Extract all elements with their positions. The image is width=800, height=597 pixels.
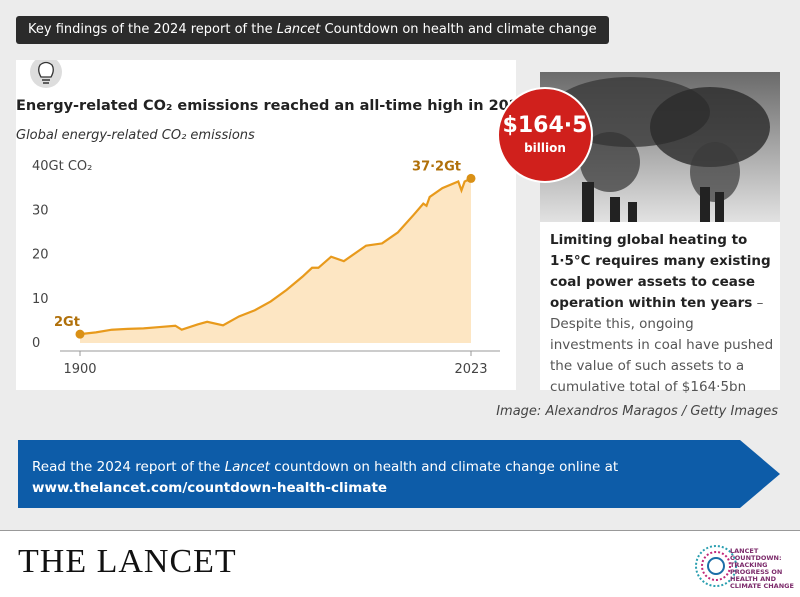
panel-body: – Despite this, ongoing investments in c… xyxy=(550,295,774,395)
logo-text: LANCET COUNTDOWN: TRACKING PROGRESS ON HE… xyxy=(730,548,796,590)
header: Key findings of the 2024 report of the L… xyxy=(16,16,609,44)
panel-text: Limiting global heating to 1·5°C require… xyxy=(550,230,776,398)
header-text: Countdown on health and climate change xyxy=(320,22,597,37)
banner-url[interactable]: www.thelancet.com/countdown-health-clima… xyxy=(32,480,388,496)
header-text: Key findings of the 2024 report of the xyxy=(28,22,277,37)
banner-text: countdown on health and climate change o… xyxy=(269,459,619,475)
banner-text: Read the 2024 report of the xyxy=(32,459,225,475)
brand: THE LANCET xyxy=(18,543,237,580)
badge-unit: billion xyxy=(524,141,566,155)
x-tick-label: 2023 xyxy=(454,362,487,377)
chart-subtitle: Global energy-related CO₂ emissions xyxy=(16,128,255,143)
chart: 0 10 20 30 40Gt CO₂ 1900 2023 2Gt 37·2Gt xyxy=(30,56,500,377)
point xyxy=(466,173,476,183)
banner-text: Read the 2024 report of the Lancet count… xyxy=(32,457,618,499)
text-panel xyxy=(540,222,780,390)
chart-title: Energy-related CO₂ emissions reached an … xyxy=(16,98,529,114)
logo xyxy=(695,545,737,587)
bulb-icon xyxy=(30,56,62,88)
point xyxy=(75,329,85,339)
chart-panel: 0 10 20 30 40Gt CO₂ 1900 2023 2Gt 37·2Gt xyxy=(16,56,516,390)
badge-amount: $164·5 xyxy=(503,113,588,138)
image-credit: Image: Alexandros Maragos / Getty Images xyxy=(496,404,778,419)
logo-title: LANCET COUNTDOWN: xyxy=(730,547,782,562)
y-tick-label: 0 xyxy=(32,336,40,351)
area xyxy=(80,178,471,343)
y-tick-label: 30 xyxy=(32,203,49,218)
y-tick-label: 10 xyxy=(32,292,49,307)
panel-bold: Limiting global heating to 1·5°C require… xyxy=(550,232,771,311)
banner-italic: Lancet xyxy=(224,459,270,475)
data-label: 2Gt xyxy=(54,315,80,330)
header-italic: Lancet xyxy=(276,22,321,37)
line xyxy=(79,177,472,336)
badge: $164·5 billion xyxy=(497,87,593,183)
y-tick-label: 20 xyxy=(32,248,49,263)
y-tick-label: 40Gt CO₂ xyxy=(32,159,92,174)
footer xyxy=(0,530,800,597)
banner xyxy=(18,440,780,508)
x-tick-label: 1900 xyxy=(63,362,96,377)
data-label: 37·2Gt xyxy=(412,159,461,174)
logo-subtitle: TRACKING PROGRESS ON HEALTH AND CLIMATE … xyxy=(730,561,794,590)
